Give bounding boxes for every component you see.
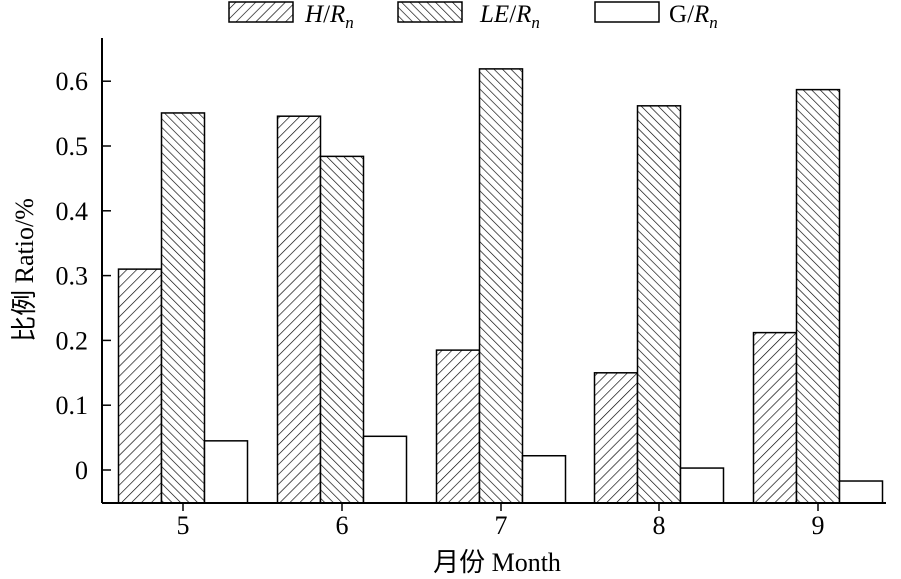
bar-le-rn-month-6: [319, 155, 365, 504]
x-tick-label-month-6: 6: [336, 511, 349, 540]
bar-le-rn-month-8: [636, 105, 682, 504]
bar-h-rn-month-8: [593, 372, 639, 504]
bar-h-rn-month-6: [276, 115, 322, 504]
y-tick-label: 0: [75, 456, 88, 485]
legend-label-le-rn: LE/Rn: [479, 1, 540, 32]
y-tick-label: 0.1: [56, 391, 89, 420]
legend-label-h-rn: H/Rn: [304, 1, 354, 32]
x-axis-label: 月份 Month: [433, 548, 561, 577]
y-tick-label: 0.3: [56, 262, 89, 291]
x-tick-label-month-8: 8: [653, 511, 666, 540]
bar-g-rn-month-5: [203, 440, 249, 504]
y-tick-label: 0.2: [56, 326, 89, 355]
y-axis-ticks: 0 0.1 0.2 0.3 0.4 0.5 0.6: [56, 67, 111, 485]
legend-swatch-h-rn: [228, 1, 294, 23]
legend-swatch-le-rn: [397, 1, 463, 23]
bar-le-rn-month-7: [478, 68, 524, 504]
x-tick-label-month-7: 7: [495, 511, 508, 540]
bar-h-rn-month-7: [435, 349, 481, 504]
legend-swatch-g-rn: [594, 1, 660, 23]
bar-le-rn-month-5: [160, 112, 206, 504]
bar-h-rn-month-5: [117, 268, 163, 504]
bar-g-rn-month-7: [521, 454, 567, 504]
y-tick-label: 0.5: [56, 132, 89, 161]
y-tick-label: 0.4: [56, 197, 89, 226]
bar-le-rn-month-9: [795, 88, 841, 504]
bar-h-rn-month-9: [752, 331, 798, 504]
bar-g-rn-month-8: [679, 467, 725, 504]
axes-group: [101, 38, 886, 504]
y-tick-label: 0.6: [56, 67, 89, 96]
x-tick-label-month-5: 5: [177, 511, 190, 540]
bar-g-rn-month-9: [838, 480, 884, 504]
y-axis-label: 比例 Ratio/%: [10, 198, 39, 342]
bar-g-rn-month-6: [362, 435, 408, 504]
legend: H/Rn LE/Rn G/Rn: [228, 1, 718, 32]
x-axis-ticks: 5 6 7 8 9: [177, 503, 825, 540]
legend-label-g-rn: G/Rn: [669, 1, 718, 32]
bars-group: [117, 68, 884, 504]
x-tick-label-month-9: 9: [812, 511, 825, 540]
